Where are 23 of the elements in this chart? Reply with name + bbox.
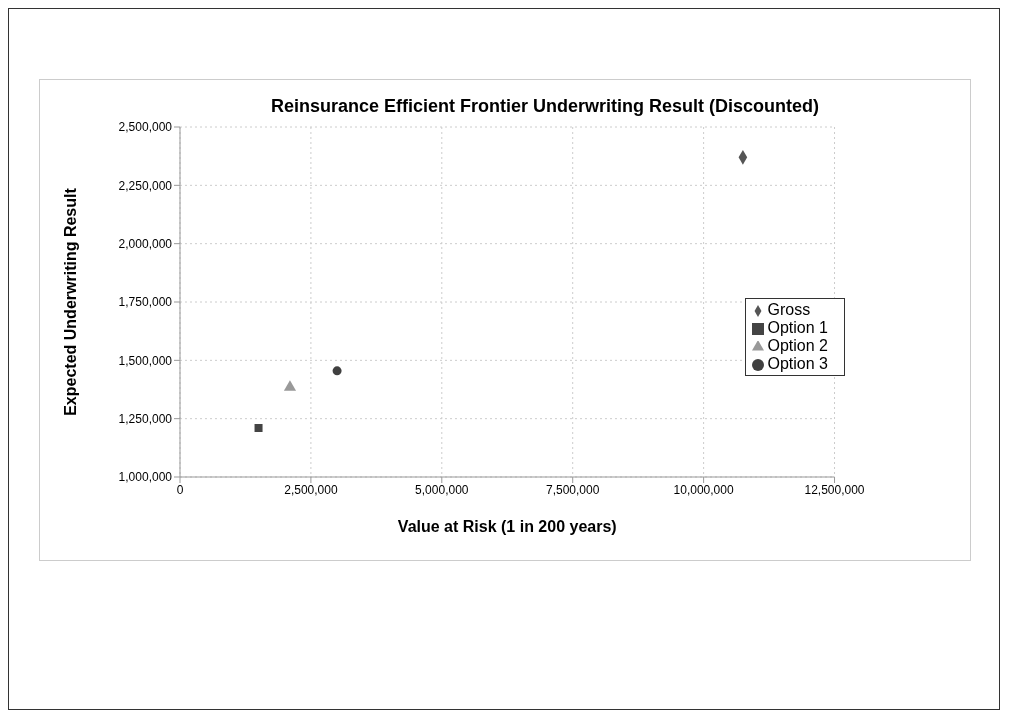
x-tick-label: 7,500,000 [546, 482, 600, 497]
point [254, 424, 263, 432]
point [332, 366, 342, 376]
y-tick-label: 1,500,000 [118, 353, 173, 368]
chart-title: Reinsurance Efficient Frontier Underwriting Result (Discounted) [269, 96, 821, 117]
legend-label: Option 3 [767, 355, 828, 372]
legend-label: Option 2 [767, 337, 828, 354]
x-tick-label: 10,000,000 [673, 482, 734, 497]
y-tick-label: 2,250,000 [118, 178, 173, 193]
y-tick-label: 2,500,000 [118, 120, 173, 135]
point [283, 380, 297, 391]
y-tick-label: 2,000,000 [118, 236, 173, 251]
y-axis-title: Expected Underwriting Result [61, 187, 79, 416]
y-tick-label: 1,750,000 [118, 295, 173, 310]
x-axis-title: Value at Risk (1 in 200 years) [397, 518, 617, 535]
legend-label: Option 1 [767, 319, 828, 336]
y-tick-label: 1,250,000 [118, 411, 173, 426]
y-tick-label: 1,000,000 [118, 470, 173, 485]
legend-label: Gross [767, 301, 811, 318]
x-tick-label: 2,500,000 [284, 482, 338, 497]
x-tick-label: 5,000,000 [415, 482, 469, 497]
x-tick-label: 0 [176, 482, 184, 497]
x-tick-label: 12,500,000 [804, 482, 865, 497]
